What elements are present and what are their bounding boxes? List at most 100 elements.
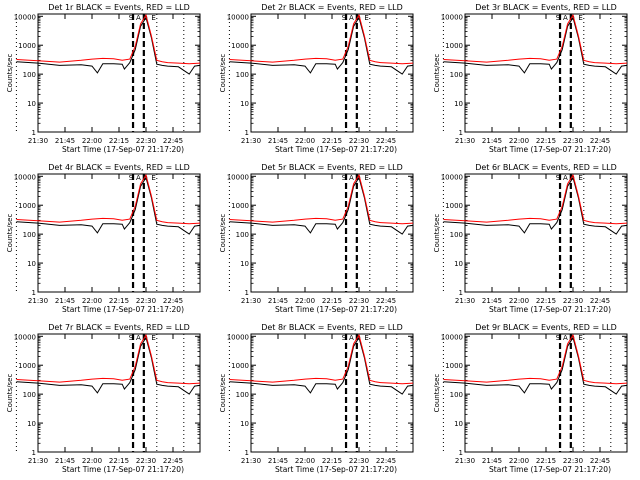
- x-tick-label: 21:45: [55, 297, 75, 305]
- x-axis-label: Start Time (17-Sep-07 21:17:20): [489, 305, 611, 314]
- y-tick-label: 10000: [14, 173, 36, 181]
- x-tick-label: 21:45: [482, 137, 502, 145]
- x-tick-label: 22:15: [322, 297, 342, 305]
- series-events: [443, 176, 628, 235]
- x-tick-label: 21:30: [455, 137, 475, 145]
- y-tick-label: 1000: [445, 42, 463, 50]
- flag-label: S: [556, 334, 561, 342]
- x-tick-label: 21:30: [28, 137, 48, 145]
- flag-label: D: [355, 174, 360, 182]
- x-axis-label: Start Time (17-Sep-07 21:17:20): [275, 145, 397, 154]
- panel-7: Det 7r BLACK = Events, RED = LLD 1 10 100 10…: [6, 323, 201, 474]
- x-axis-label: Start Time (17-Sep-07 21:17:20): [62, 145, 184, 154]
- y-tick-label: 1: [32, 289, 36, 297]
- y-tick-label: 1: [32, 129, 36, 137]
- y-tick-label: 10000: [14, 333, 36, 341]
- flag-label: E: [578, 174, 582, 182]
- flag-label: A: [563, 334, 568, 342]
- y-axis-label: Counts/sec: [6, 374, 14, 413]
- y-tick-label: 10000: [227, 333, 249, 341]
- y-axis-label: Counts/sec: [6, 54, 14, 93]
- x-tick-label: 22:30: [349, 457, 369, 465]
- series-events: [16, 336, 201, 395]
- panel-1: Det 1r BLACK = Events, RED = LLD 1 10 100 10…: [6, 3, 201, 154]
- x-tick-label: 22:15: [536, 137, 556, 145]
- x-tick-label: 22:15: [536, 297, 556, 305]
- y-tick-label: 1000: [18, 42, 36, 50]
- panel-title: Det 1r BLACK = Events, RED = LLD: [48, 3, 190, 12]
- plot-frame: [464, 13, 628, 133]
- y-tick-label: 1: [245, 289, 249, 297]
- y-tick-label: 10: [27, 260, 36, 268]
- y-tick-label: 1000: [445, 362, 463, 370]
- y-axis-label: Counts/sec: [433, 214, 441, 253]
- flag-label: S: [342, 174, 347, 182]
- panel-title: Det 9r BLACK = Events, RED = LLD: [475, 323, 617, 332]
- flag-label: E: [151, 334, 155, 342]
- panel-8: Det 8r BLACK = Events, RED = LLD 1 10 100 10…: [219, 323, 414, 474]
- y-tick-label: 100: [23, 231, 36, 239]
- y-tick-label: 10000: [227, 173, 249, 181]
- flag-label: S: [129, 334, 134, 342]
- y-axis-label: Counts/sec: [219, 214, 227, 253]
- y-tick-label: 100: [236, 231, 249, 239]
- y-tick-label: 10: [454, 100, 463, 108]
- panel-title: Det 7r BLACK = Events, RED = LLD: [48, 323, 190, 332]
- panel-title: Det 8r BLACK = Events, RED = LLD: [261, 323, 403, 332]
- flag-label: S: [129, 14, 134, 22]
- flag-label: E: [364, 14, 368, 22]
- panel-title: Det 3r BLACK = Events, RED = LLD: [475, 3, 617, 12]
- y-axis-label: Counts/sec: [433, 374, 441, 413]
- series-lld: [443, 13, 628, 65]
- series-lld: [16, 13, 201, 65]
- plot-frame: [250, 13, 414, 133]
- flag-label: D: [142, 174, 147, 182]
- x-tick-label: 22:45: [590, 457, 610, 465]
- x-tick-label: 22:15: [109, 297, 129, 305]
- y-tick-label: 100: [23, 391, 36, 399]
- x-tick-label: 22:45: [163, 457, 183, 465]
- x-tick-label: 22:00: [509, 457, 529, 465]
- plot-frame: [250, 173, 414, 293]
- x-tick-label: 21:45: [268, 297, 288, 305]
- flag-label: A: [563, 174, 568, 182]
- flag-label: D: [569, 174, 574, 182]
- plot-frame: [464, 333, 628, 453]
- x-tick-label: 22:45: [163, 137, 183, 145]
- x-tick-label: 22:30: [563, 457, 583, 465]
- x-tick-label: 22:00: [295, 297, 315, 305]
- y-tick-label: 1: [32, 449, 36, 457]
- flag-label: D: [569, 14, 574, 22]
- y-tick-label: 10000: [14, 13, 36, 21]
- y-tick-label: 1000: [231, 362, 249, 370]
- x-tick-label: 22:15: [322, 457, 342, 465]
- series-events: [229, 336, 414, 395]
- panel-3: Det 3r BLACK = Events, RED = LLD 1 10 100 10…: [433, 3, 628, 154]
- series-events: [229, 16, 414, 75]
- flag-label: E: [364, 334, 368, 342]
- series-lld: [443, 173, 628, 225]
- y-tick-label: 10000: [441, 333, 463, 341]
- y-tick-label: 1: [245, 449, 249, 457]
- x-tick-label: 22:45: [163, 297, 183, 305]
- y-tick-label: 10: [240, 100, 249, 108]
- x-tick-label: 22:00: [509, 297, 529, 305]
- y-tick-label: 1000: [18, 362, 36, 370]
- y-tick-label: 1: [459, 289, 463, 297]
- x-tick-label: 21:45: [482, 297, 502, 305]
- x-tick-label: 22:30: [563, 137, 583, 145]
- y-tick-label: 100: [450, 391, 463, 399]
- flag-label: E: [151, 174, 155, 182]
- x-tick-label: 22:00: [82, 457, 102, 465]
- y-axis-label: Counts/sec: [433, 54, 441, 93]
- flag-label: S: [342, 334, 347, 342]
- x-tick-label: 22:15: [109, 137, 129, 145]
- flag-label: S: [129, 174, 134, 182]
- flag-label: A: [349, 334, 354, 342]
- x-tick-label: 21:30: [28, 297, 48, 305]
- x-tick-label: 21:30: [241, 137, 261, 145]
- series-lld: [229, 333, 414, 385]
- y-tick-label: 100: [23, 71, 36, 79]
- flag-label: D: [355, 334, 360, 342]
